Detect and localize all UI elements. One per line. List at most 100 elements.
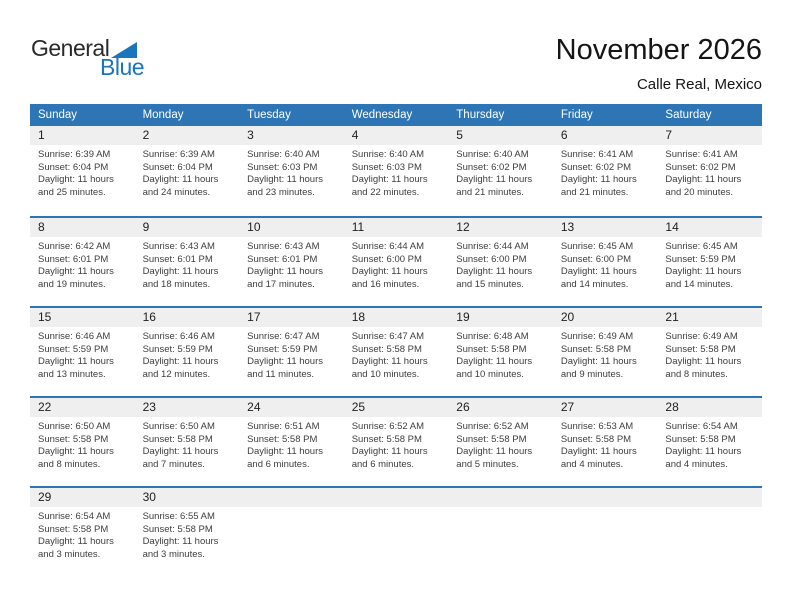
sunrise-text: Sunrise: 6:50 AM <box>38 421 111 432</box>
day-cell-17: 17 Sunrise: 6:47 AM Sunset: 5:59 PM Dayligh… <box>239 308 344 396</box>
day-info: Sunrise: 6:53 AM Sunset: 5:58 PM Daylight:… <box>553 417 658 471</box>
day-number: 24 <box>239 398 344 417</box>
daylight-text: Daylight: 11 hours and 18 minutes. <box>142 266 219 290</box>
sunrise-text: Sunrise: 6:48 AM <box>456 331 529 342</box>
sunrise-text: Sunrise: 6:44 AM <box>456 241 529 252</box>
day-number: 29 <box>30 488 135 507</box>
week-row: 1 Sunrise: 6:39 AM Sunset: 6:04 PM Daylight… <box>30 126 762 216</box>
day-info: Sunrise: 6:45 AM Sunset: 5:59 PM Daylight:… <box>657 237 762 291</box>
sunset-text: Sunset: 5:59 PM <box>142 343 213 355</box>
daylight-text: Daylight: 11 hours and 21 minutes. <box>560 174 637 198</box>
daylight-text: Daylight: 11 hours and 19 minutes. <box>38 266 114 290</box>
day-cell-empty <box>239 488 344 576</box>
sunrise-text: Sunrise: 6:45 AM <box>560 241 634 252</box>
day-cell-empty <box>448 488 553 576</box>
sunrise-text: Sunrise: 6:40 AM <box>351 149 425 160</box>
day-cell-8: 8 Sunrise: 6:42 AM Sunset: 6:01 PM Daylight… <box>30 218 135 306</box>
sunset-text: Sunset: 6:00 PM <box>456 253 527 265</box>
day-cell-26: 26 Sunrise: 6:52 AM Sunset: 5:58 PM Dayligh… <box>448 398 553 486</box>
day-cell-21: 21 Sunrise: 6:49 AM Sunset: 5:58 PM Dayligh… <box>657 308 762 396</box>
day-number: 20 <box>552 308 658 327</box>
day-info: Sunrise: 6:43 AM Sunset: 6:01 PM Daylight:… <box>239 237 344 291</box>
sunrise-text: Sunrise: 6:44 AM <box>351 241 425 252</box>
day-number: 15 <box>30 308 135 327</box>
sunset-text: Sunset: 5:58 PM <box>560 433 632 445</box>
day-cell-18: 18 Sunrise: 6:47 AM Sunset: 5:58 PM Dayligh… <box>343 308 449 396</box>
day-cell-3: 3 Sunrise: 6:40 AM Sunset: 6:03 PM Daylight… <box>239 126 344 216</box>
sunset-text: Sunset: 5:58 PM <box>351 433 422 445</box>
sunset-text: Sunset: 6:03 PM <box>247 161 318 173</box>
sunrise-text: Sunrise: 6:52 AM <box>351 421 425 432</box>
sunrise-text: Sunrise: 6:50 AM <box>142 421 215 432</box>
sunrise-text: Sunrise: 6:41 AM <box>665 149 738 160</box>
day-cell-20: 20 Sunrise: 6:49 AM Sunset: 5:58 PM Dayligh… <box>552 308 658 396</box>
daylight-text: Daylight: 11 hours and 4 minutes. <box>665 446 742 470</box>
day-cell-9: 9 Sunrise: 6:43 AM Sunset: 6:01 PM Daylight… <box>134 218 240 306</box>
sunset-text: Sunset: 5:58 PM <box>247 433 318 445</box>
weekday-header-monday: Monday <box>142 109 184 121</box>
sunset-text: Sunset: 6:03 PM <box>351 161 422 173</box>
day-cell-6: 6 Sunrise: 6:41 AM Sunset: 6:02 PM Daylight… <box>552 126 658 216</box>
sunrise-text: Sunrise: 6:53 AM <box>560 421 634 432</box>
sunset-text: Sunset: 6:02 PM <box>665 161 736 173</box>
day-info: Sunrise: 6:46 AM Sunset: 5:59 PM Daylight:… <box>30 327 135 381</box>
day-info: Sunrise: 6:41 AM Sunset: 6:02 PM Daylight:… <box>657 145 762 199</box>
daylight-text: Daylight: 11 hours and 17 minutes. <box>247 266 324 290</box>
day-info: Sunrise: 6:50 AM Sunset: 5:58 PM Daylight:… <box>135 417 240 471</box>
day-info: Sunrise: 6:48 AM Sunset: 5:58 PM Daylight:… <box>448 327 553 381</box>
day-cell-19: 19 Sunrise: 6:48 AM Sunset: 5:58 PM Dayligh… <box>448 308 553 396</box>
day-cell-10: 10 Sunrise: 6:43 AM Sunset: 6:01 PM Dayligh… <box>239 218 344 306</box>
sunset-text: Sunset: 5:59 PM <box>665 253 736 265</box>
day-info: Sunrise: 6:55 AM Sunset: 5:58 PM Daylight:… <box>135 507 240 561</box>
weekday-header-friday: Friday <box>560 109 593 121</box>
sunrise-text: Sunrise: 6:46 AM <box>38 331 111 342</box>
day-cell-2: 2 Sunrise: 6:39 AM Sunset: 6:04 PM Daylight… <box>134 126 240 216</box>
day-number: 7 <box>657 126 762 145</box>
sunrise-text: Sunrise: 6:39 AM <box>38 149 111 160</box>
day-info: Sunrise: 6:47 AM Sunset: 5:58 PM Daylight:… <box>344 327 449 381</box>
sunrise-text: Sunrise: 6:47 AM <box>351 331 425 342</box>
day-info: Sunrise: 6:51 AM Sunset: 5:58 PM Daylight:… <box>239 417 344 471</box>
day-number: 8 <box>30 218 135 237</box>
daylight-text: Daylight: 11 hours and 10 minutes. <box>456 356 533 380</box>
day-cell-22: 22 Sunrise: 6:50 AM Sunset: 5:58 PM Dayligh… <box>30 398 135 486</box>
sunset-text: Sunset: 5:58 PM <box>38 433 109 445</box>
daylight-text: Daylight: 11 hours and 8 minutes. <box>38 446 114 470</box>
logo-top-row: General <box>31 37 144 60</box>
daylight-text: Daylight: 11 hours and 13 minutes. <box>38 356 114 380</box>
sunset-text: Sunset: 5:58 PM <box>142 523 213 535</box>
day-number: 4 <box>343 126 449 145</box>
day-info: Sunrise: 6:40 AM Sunset: 6:02 PM Daylight:… <box>448 145 553 199</box>
sunrise-text: Sunrise: 6:40 AM <box>456 149 529 160</box>
day-number: 22 <box>30 398 135 417</box>
daylight-text: Daylight: 11 hours and 16 minutes. <box>351 266 428 290</box>
sunset-text: Sunset: 6:04 PM <box>38 161 109 173</box>
daylight-text: Daylight: 11 hours and 7 minutes. <box>142 446 219 470</box>
day-info: Sunrise: 6:42 AM Sunset: 6:01 PM Daylight:… <box>30 237 135 291</box>
daylight-text: Daylight: 11 hours and 21 minutes. <box>456 174 533 198</box>
day-cell-16: 16 Sunrise: 6:46 AM Sunset: 5:59 PM Dayligh… <box>134 308 240 396</box>
week-row: 29 Sunrise: 6:54 AM Sunset: 5:58 PM Dayligh… <box>30 486 762 576</box>
day-info: Sunrise: 6:50 AM Sunset: 5:58 PM Daylight:… <box>30 417 135 471</box>
day-info: Sunrise: 6:54 AM Sunset: 5:58 PM Daylight:… <box>657 417 762 471</box>
day-info: Sunrise: 6:39 AM Sunset: 6:04 PM Daylight:… <box>135 145 240 199</box>
day-cell-empty <box>552 488 658 576</box>
day-info: Sunrise: 6:49 AM Sunset: 5:58 PM Daylight:… <box>657 327 762 381</box>
day-number <box>343 488 449 507</box>
general-blue-logo: General Blue <box>31 37 145 79</box>
logo-text-general: General <box>31 35 110 61</box>
sunrise-text: Sunrise: 6:55 AM <box>142 511 215 522</box>
daylight-text: Daylight: 11 hours and 3 minutes. <box>142 536 219 560</box>
day-number: 30 <box>134 488 240 507</box>
day-number: 25 <box>343 398 449 417</box>
day-number: 21 <box>657 308 762 327</box>
daylight-text: Daylight: 11 hours and 10 minutes. <box>351 356 428 380</box>
daylight-text: Daylight: 11 hours and 4 minutes. <box>560 446 637 470</box>
sunrise-text: Sunrise: 6:47 AM <box>247 331 320 342</box>
location-subtitle: Calle Real, Mexico <box>636 76 762 93</box>
sunrise-text: Sunrise: 6:49 AM <box>560 331 634 342</box>
day-number: 11 <box>343 218 449 237</box>
sunset-text: Sunset: 5:58 PM <box>351 343 422 355</box>
weekday-header-row: Sunday Monday Tuesday Wednesday Thursday Frid… <box>30 104 762 126</box>
daylight-text: Daylight: 11 hours and 6 minutes. <box>351 446 428 470</box>
